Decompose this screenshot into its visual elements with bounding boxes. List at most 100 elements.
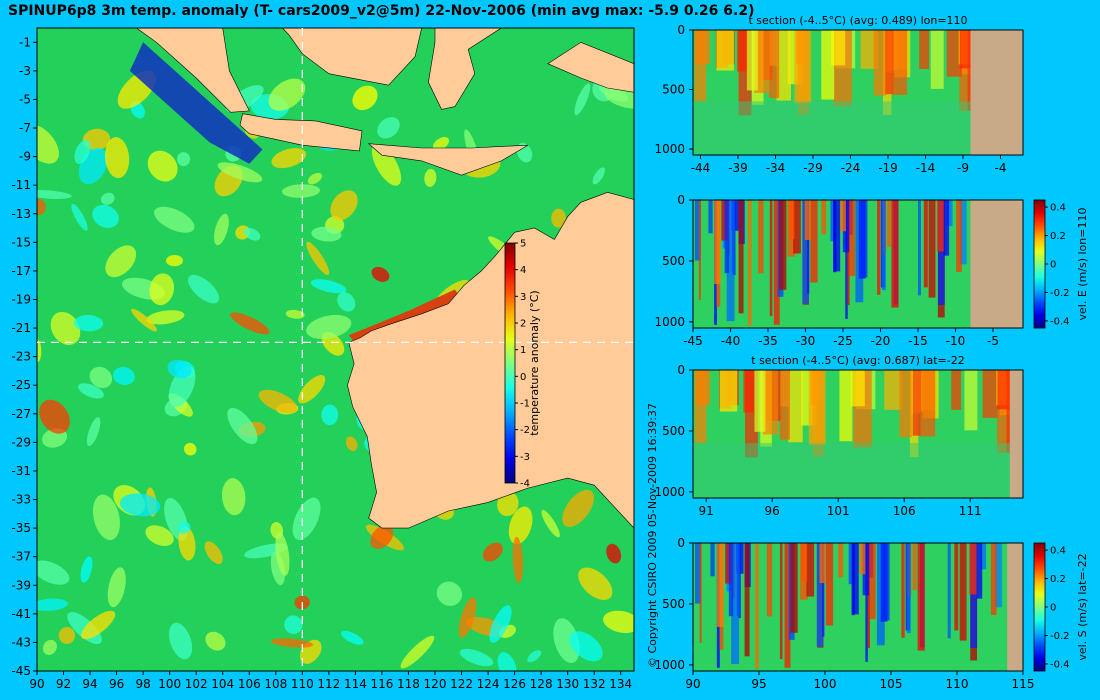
map-y-tick-label: -3 [19, 64, 31, 78]
t-section-lat-stripe [694, 370, 707, 443]
vel-e-section-stripe [917, 200, 921, 296]
vel-e-section-x-tick-label: -25 [833, 334, 853, 348]
map-y-tick-label: -15 [11, 235, 31, 249]
t-section-lat-deep-layer [693, 443, 1023, 498]
borneo-land [281, 27, 423, 86]
vel-e-section-stripe [726, 200, 735, 322]
vel-s-section-stripe [766, 543, 773, 617]
t-section-lon-land [970, 30, 1023, 155]
map-y-tick-label: -43 [11, 635, 31, 649]
map-colorbar-tick-label: 3 [520, 292, 526, 303]
vel-e-section-x-tick-label: -45 [683, 334, 703, 348]
vel-e-section-stripe [738, 200, 744, 314]
t-section-lat-field [693, 370, 1023, 498]
map-y-tick-label: -37 [11, 550, 31, 564]
map-x-tick-label: 96 [109, 677, 124, 691]
vel-e-section-stripe [833, 200, 841, 272]
vel-e-section-x-tick-label: -5 [987, 334, 999, 348]
map-x-tick-label: 130 [556, 677, 579, 691]
map-colorbar-tick-label: 5 [520, 239, 526, 250]
map-y-tick-label: -39 [11, 578, 31, 592]
vel-s-section-stripe [959, 543, 967, 641]
vel-s-section-x-tick-label: 110 [946, 677, 969, 691]
copyright-credit: © Copyright CSIRO 2009 05-Nov-2009 16:39… [646, 403, 659, 668]
vel-s-colorbar-tick-label: 0.4 [1050, 546, 1066, 557]
vel-e-section-stripe [877, 200, 881, 295]
t-section-lon-stripe [694, 30, 707, 102]
map-x-tick-label: 124 [477, 677, 500, 691]
vel-e-section-y-tick-label: 500 [662, 254, 685, 268]
t-section-lon-stripe [746, 30, 758, 91]
map-y-tick-label: -9 [19, 150, 31, 164]
map-y-tick-label: -33 [11, 493, 31, 507]
map-x-tick-label: 134 [609, 677, 632, 691]
vel-s-section-stripe [954, 543, 959, 631]
vel-s-colorbar-gradient [1033, 542, 1046, 672]
map-y-tick-label: -7 [19, 121, 31, 135]
t-section-lon-x-tick-label: -19 [878, 161, 898, 175]
vel-s-colorbar-tick-label: 0 [1050, 603, 1056, 614]
lesser-sunda-land [367, 143, 529, 176]
map-colorbar-tick-label: 1 [520, 345, 526, 356]
vel-s-section-stripe [990, 543, 997, 616]
map-y-tick-label: -1 [19, 35, 31, 49]
t-section-lon-x-tick-label: -34 [766, 161, 786, 175]
t-section-lat-stripe [912, 370, 921, 436]
map-colorbar: 5 4 3 2 1 0 -1 -2 -3 -4 temperature anomaly (°C) [504, 239, 541, 490]
vel-e-section-stripe [923, 200, 928, 288]
t-section-lat-stripe [919, 370, 936, 437]
t-section-lon-stripe [946, 30, 962, 77]
vel-s-section-stripe [784, 543, 791, 668]
t-section-lon-x-tick-label: -24 [841, 161, 861, 175]
vel-s-section-stripe [901, 543, 905, 638]
vel-s-section-stripe [801, 543, 808, 583]
t-section-lat-stripe [982, 370, 998, 418]
map-x-tick-label: 112 [317, 677, 340, 691]
vel-e-section-stripe [847, 200, 850, 306]
vel-e-section-stripe [882, 200, 886, 291]
t-section-lat-stripe [719, 370, 738, 412]
t-section-lon-y-tick-label: 500 [662, 83, 685, 97]
vel-e-section-x-tick-label: -40 [721, 334, 741, 348]
vel-s-section-stripe [710, 543, 715, 577]
t-section-lat-x-tick-label: 111 [959, 504, 982, 518]
map-y-tick-label: -35 [11, 521, 31, 535]
vel-e-section-stripe [849, 200, 856, 277]
map-y-tick-label: -5 [19, 92, 31, 106]
vel-s-section-stripe [865, 543, 868, 662]
vel-e-section-stripe [840, 200, 846, 232]
t-section-lat-y-tick-label: 1000 [654, 485, 685, 499]
vel-e-section-stripe [802, 200, 809, 304]
vel-s-section-stripe [848, 543, 854, 585]
map-x-tick-label: 120 [424, 677, 447, 691]
vel-s-colorbar-tick-label: -0.2 [1050, 631, 1070, 642]
vel-e-section-stripe [928, 200, 936, 298]
vel-e-section-x-tick-label: -20 [871, 334, 891, 348]
map-x-tick-label: 104 [211, 677, 234, 691]
t-section-lon-stripe [873, 30, 887, 96]
vel-e-section-stripe [959, 200, 967, 265]
vel-s-section-stripe [699, 543, 702, 643]
vel-s-section-stripe [728, 543, 734, 617]
vel-s-section-stripe [744, 543, 750, 657]
vel-e-section-stripe [694, 200, 701, 261]
vel-e-section-stripe [714, 200, 721, 284]
vel-s-section-x-tick-label: 90 [685, 677, 700, 691]
vel-s-section-stripe [755, 543, 759, 669]
vel-s-section-y-tick-label: 1000 [654, 658, 685, 672]
vel-e-section-land [970, 200, 1023, 328]
vel-s-section-x-tick-label: 115 [1012, 677, 1035, 691]
vel-e-section-stripe [886, 200, 892, 247]
vel-s-colorbar-tick-label: -0.4 [1050, 659, 1070, 670]
vel-e-section-stripe [779, 200, 787, 290]
map-y-tick-label: -23 [11, 350, 31, 364]
t-section-lon-x-tick-label: -39 [728, 161, 748, 175]
t-section-lon-x-tick-label: -44 [691, 161, 711, 175]
vel-s-section-x-tick-label: 95 [751, 677, 766, 691]
vel-s-section-stripe [716, 543, 724, 627]
vel-e-section-y-tick-label: 1000 [654, 315, 685, 329]
map-y-tick-label: -21 [11, 321, 31, 335]
vel-s-section-stripe [822, 543, 825, 637]
vel-s-section-stripe [819, 543, 826, 584]
t-section-lat-stripe [850, 370, 865, 407]
